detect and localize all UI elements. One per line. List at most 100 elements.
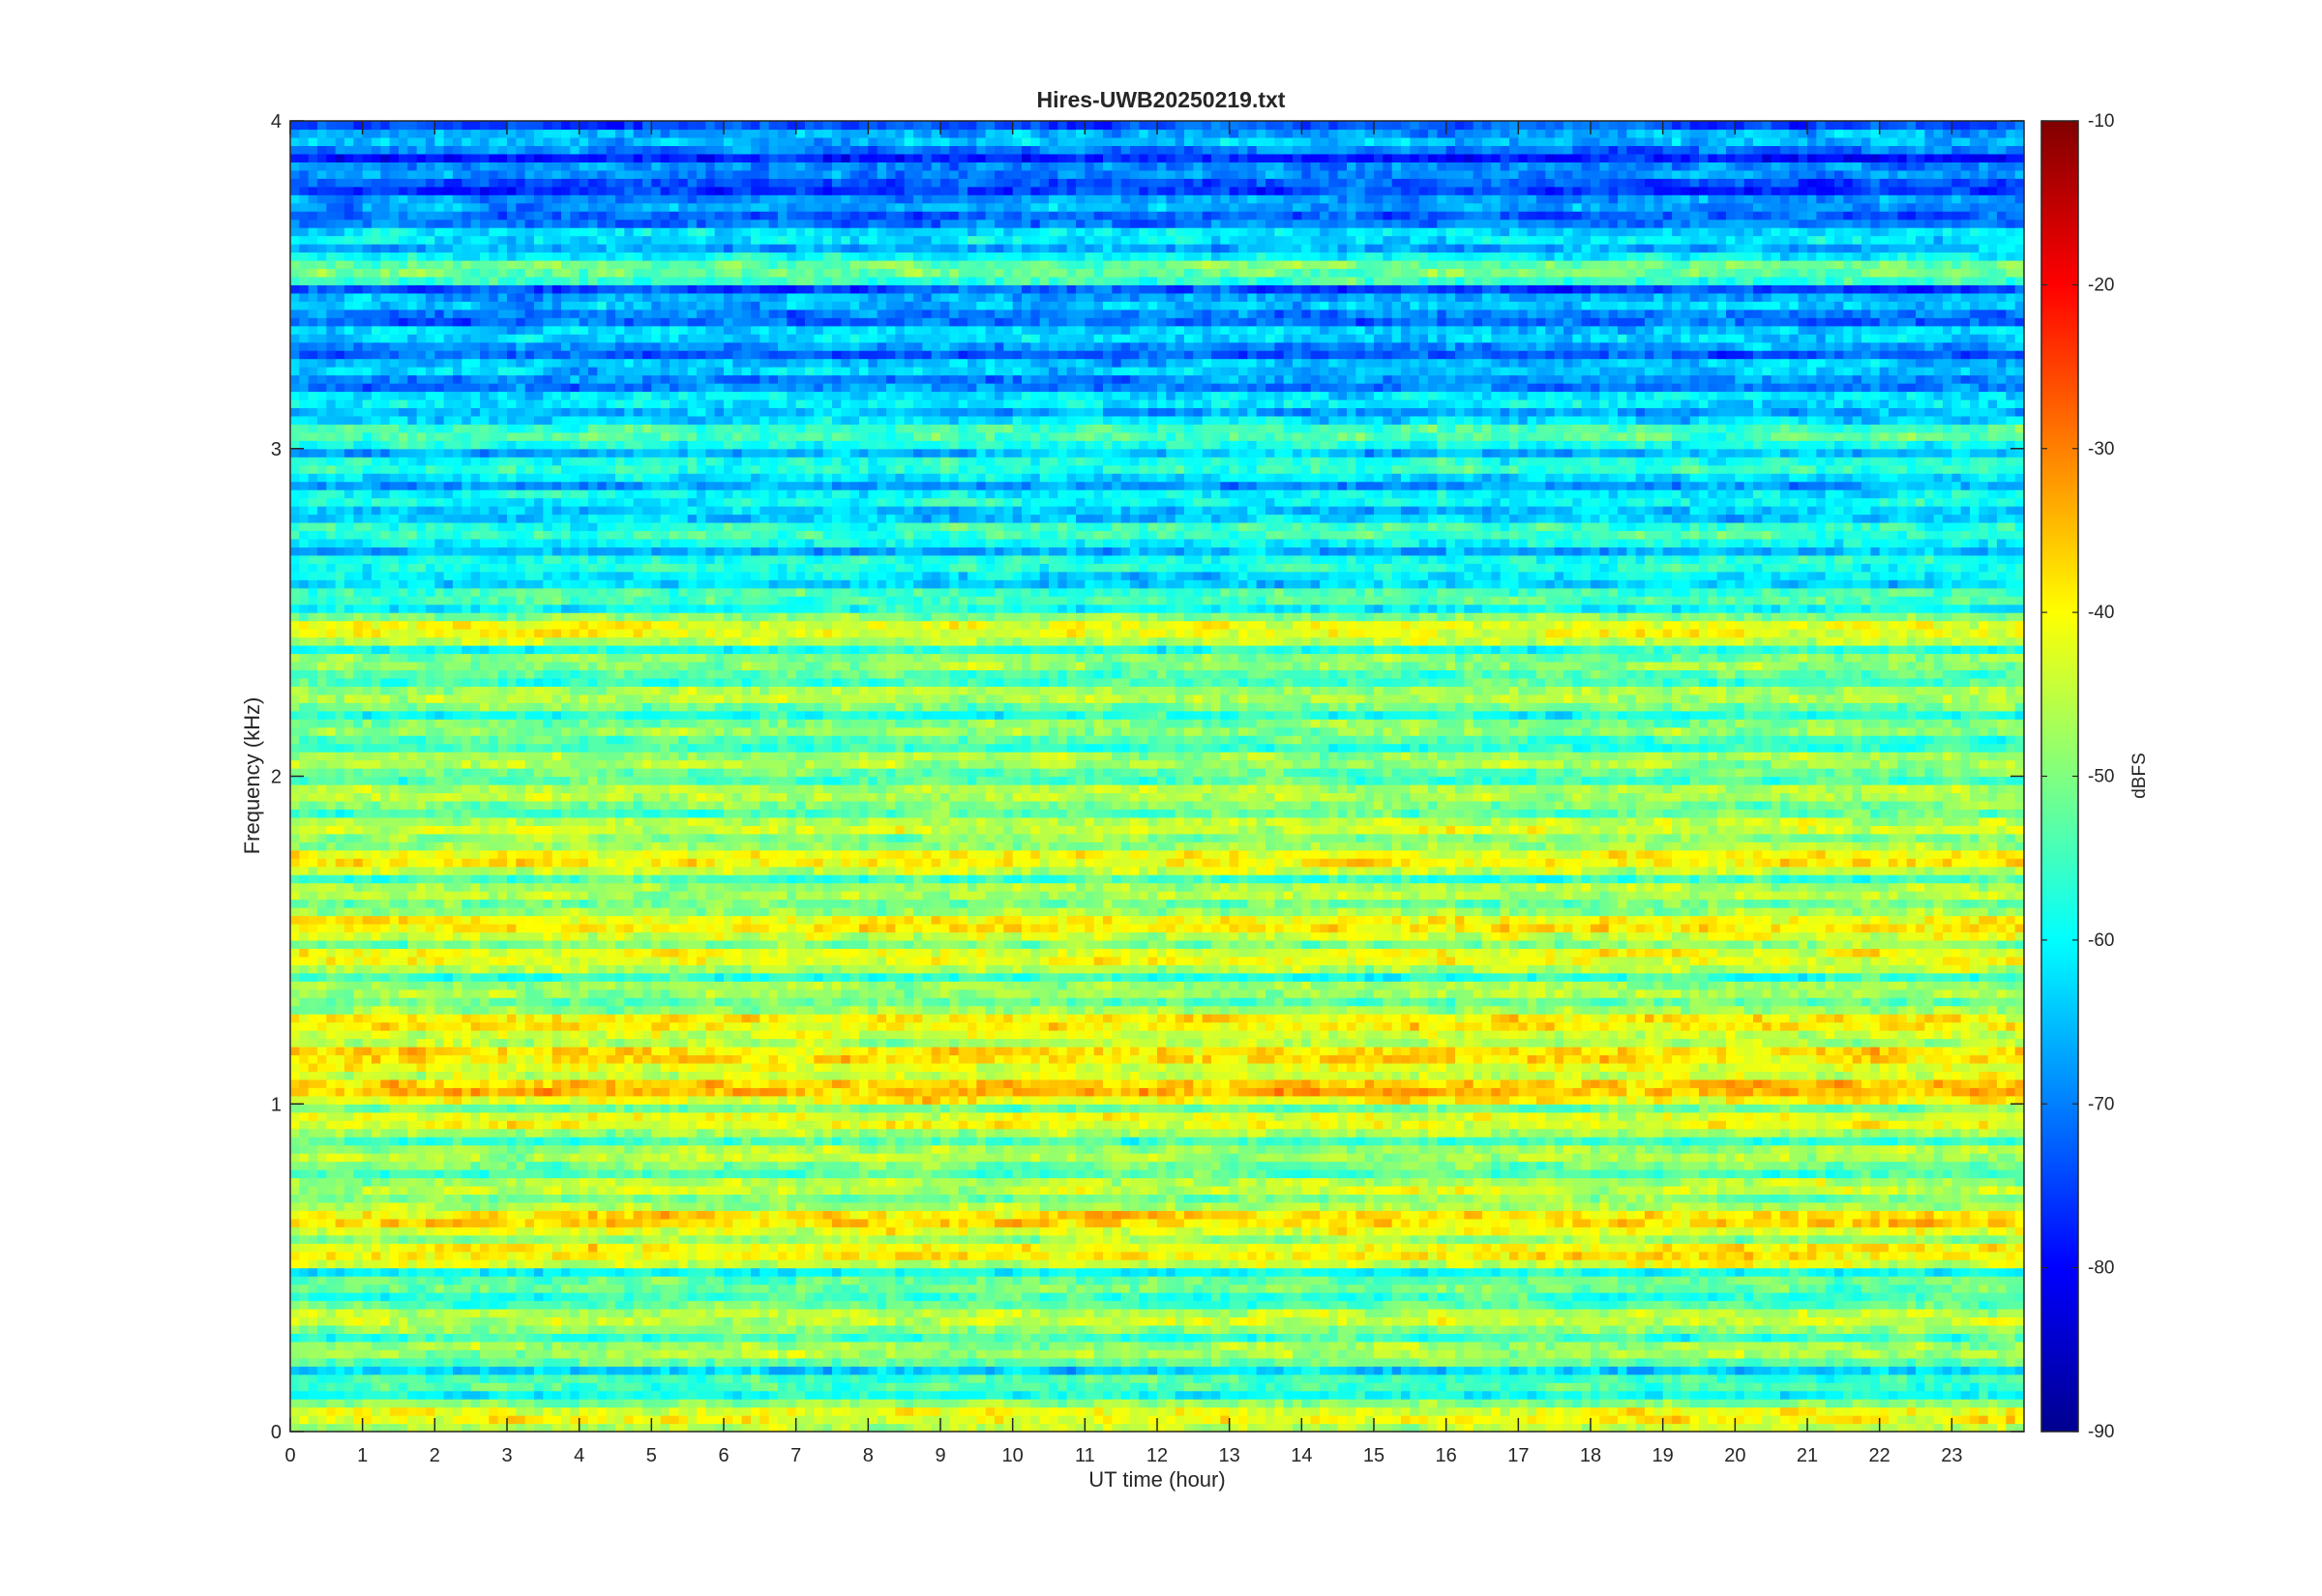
- heatmap-cell: [1906, 1366, 1917, 1375]
- heatmap-cell: [1536, 1300, 1546, 1310]
- heatmap-cell: [1943, 1218, 1952, 1227]
- heatmap-cell: [434, 1284, 445, 1293]
- heatmap-cell: [805, 1251, 815, 1260]
- heatmap-cell: [588, 1234, 598, 1244]
- heatmap-cell: [317, 1210, 327, 1220]
- heatmap-cell: [787, 1390, 797, 1400]
- heatmap-cell: [1157, 1423, 1167, 1433]
- heatmap-cell: [633, 1415, 643, 1425]
- heatmap-cell: [1328, 1308, 1339, 1318]
- heatmap-cell: [1662, 1316, 1673, 1326]
- heatmap-cell: [732, 1284, 743, 1293]
- heatmap-cell: [1049, 1284, 1058, 1293]
- heatmap-cell: [1410, 1415, 1420, 1425]
- heatmap-cell: [1970, 1423, 1980, 1433]
- heatmap-cell: [1933, 1406, 1944, 1416]
- heatmap-cell: [606, 1349, 616, 1359]
- heatmap-cell: [1743, 1349, 1754, 1359]
- heatmap-cell: [660, 1243, 670, 1253]
- heatmap-cell: [1147, 1259, 1158, 1269]
- heatmap-cell: [805, 1406, 815, 1416]
- heatmap-cell: [886, 1366, 896, 1375]
- heatmap-cell: [1355, 1308, 1366, 1318]
- heatmap-cell: [335, 1251, 345, 1260]
- heatmap-cell: [1536, 1308, 1546, 1318]
- heatmap-cell: [1933, 1300, 1944, 1310]
- heatmap-cell: [606, 1357, 616, 1367]
- heatmap-cell: [1093, 1267, 1104, 1277]
- heatmap-cell: [741, 1218, 752, 1227]
- heatmap-cell: [687, 1390, 698, 1400]
- heatmap-cell: [1545, 1300, 1556, 1310]
- heatmap-cell: [1211, 1243, 1221, 1253]
- heatmap-cell: [1147, 1374, 1158, 1383]
- heatmap-cell: [1364, 1218, 1375, 1227]
- heatmap-cell: [1482, 1415, 1492, 1425]
- heatmap-cell: [507, 1292, 517, 1302]
- heatmap-cell: [859, 1267, 869, 1277]
- heatmap-cell: [732, 1259, 743, 1269]
- heatmap-cell: [1852, 1357, 1862, 1367]
- heatmap-cell: [1076, 1423, 1086, 1433]
- heatmap-cell: [1247, 1333, 1258, 1343]
- heatmap-cell: [597, 1300, 608, 1310]
- heatmap-cell: [795, 1333, 806, 1343]
- heatmap-cell: [1410, 1292, 1420, 1302]
- heatmap-cell: [524, 1218, 535, 1227]
- heatmap-cell: [1076, 1382, 1086, 1392]
- heatmap-cell: [1716, 1382, 1727, 1392]
- heatmap-cell: [1256, 1341, 1266, 1350]
- heatmap-cell: [1428, 1308, 1438, 1318]
- heatmap-cell: [633, 1251, 643, 1260]
- heatmap-cell: [597, 1341, 608, 1350]
- heatmap-cell: [697, 1251, 706, 1260]
- heatmap-cell: [1599, 1251, 1610, 1260]
- heatmap-cell: [913, 1349, 923, 1359]
- heatmap-cell: [1591, 1308, 1600, 1318]
- heatmap-cell: [588, 1243, 598, 1253]
- heatmap-cell: [2006, 1259, 2016, 1269]
- heatmap-cell: [1328, 1399, 1339, 1408]
- heatmap-cell: [1924, 1366, 1935, 1375]
- heatmap-cell: [1662, 1382, 1673, 1392]
- heatmap-cell: [1997, 1292, 2007, 1302]
- heatmap-cell: [543, 1357, 553, 1367]
- heatmap-cell: [1753, 1349, 1763, 1359]
- heatmap-cell: [597, 1292, 608, 1302]
- heatmap-cell: [1445, 1218, 1456, 1227]
- heatmap-cell: [534, 1284, 544, 1293]
- heatmap-cell: [516, 1357, 526, 1367]
- heatmap-cell: [1301, 1276, 1312, 1286]
- heatmap-cell: [1870, 1243, 1881, 1253]
- heatmap-cell: [1130, 1390, 1140, 1400]
- heatmap-cell: [407, 1316, 418, 1326]
- heatmap-cell: [1509, 1276, 1519, 1286]
- heatmap-cell: [958, 1349, 968, 1359]
- heatmap-cell: [1897, 1259, 1908, 1269]
- heatmap-cell: [1293, 1382, 1302, 1392]
- heatmap-cell: [1437, 1423, 1447, 1433]
- heatmap-cell: [1645, 1415, 1654, 1425]
- heatmap-cell: [741, 1349, 752, 1359]
- heatmap-cell: [922, 1227, 933, 1236]
- heatmap-cell: [1689, 1259, 1700, 1269]
- heatmap-cell: [1852, 1341, 1862, 1350]
- heatmap-cell: [1743, 1366, 1754, 1375]
- heatmap-cell: [326, 1251, 337, 1260]
- heatmap-cell: [1310, 1324, 1321, 1334]
- heatmap-cell: [1401, 1382, 1411, 1392]
- heatmap-cell: [968, 1366, 977, 1375]
- heatmap-cell: [1139, 1259, 1149, 1269]
- heatmap-cell: [1229, 1243, 1239, 1253]
- heatmap-cell: [651, 1284, 662, 1293]
- heatmap-cell: [534, 1292, 544, 1302]
- heatmap-cell: [1591, 1276, 1600, 1286]
- heatmap-cell: [606, 1316, 616, 1326]
- heatmap-cell: [1924, 1399, 1935, 1408]
- heatmap-cell: [524, 1300, 535, 1310]
- heatmap-cell: [1256, 1227, 1266, 1236]
- heatmap-cell: [778, 1243, 788, 1253]
- heatmap-cell: [651, 1251, 662, 1260]
- heatmap-cell: [588, 1276, 598, 1286]
- heatmap-cell: [1066, 1423, 1077, 1433]
